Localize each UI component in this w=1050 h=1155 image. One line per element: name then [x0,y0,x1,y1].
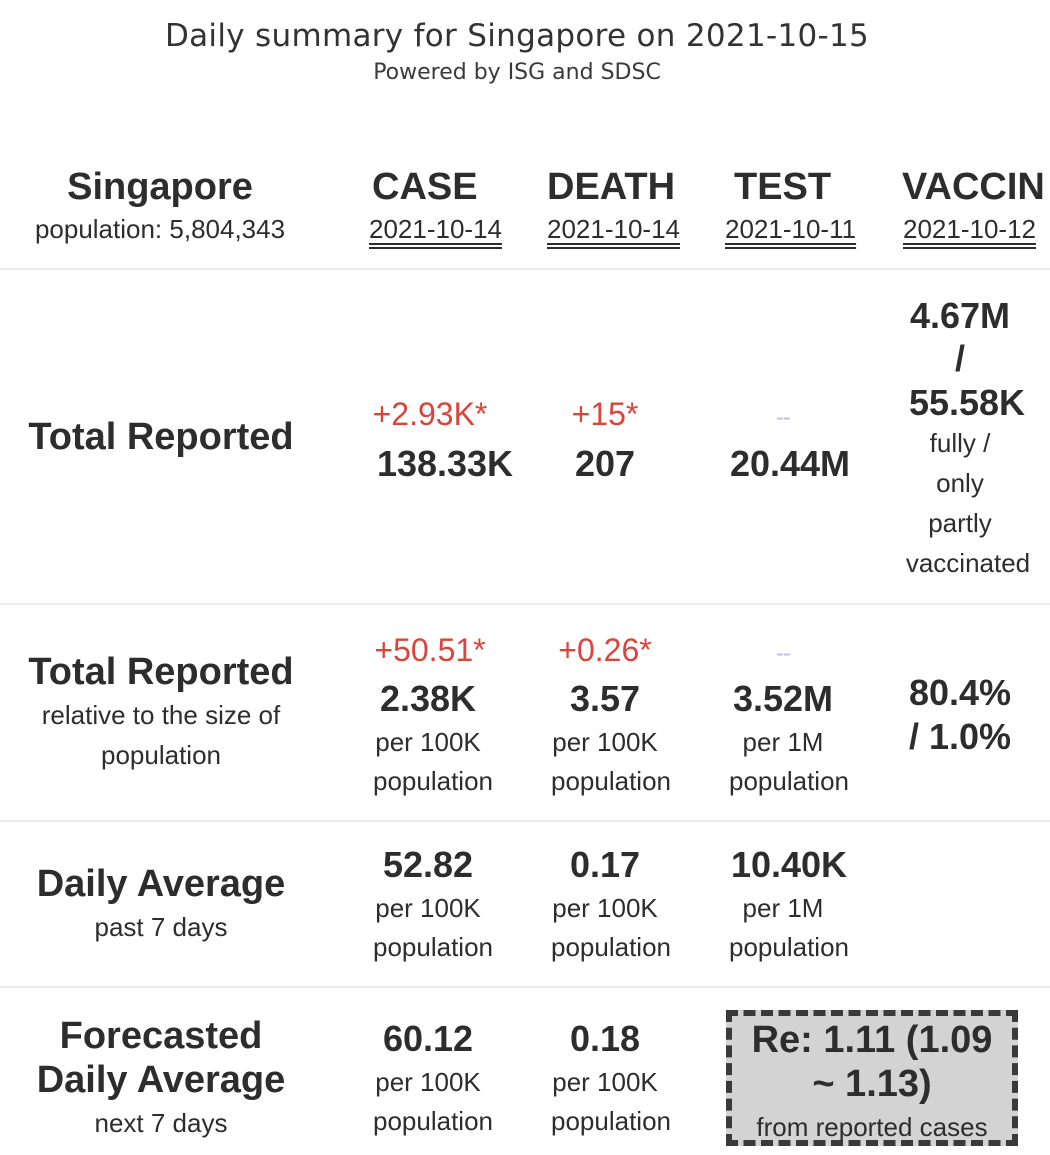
total-case-value: 138.33K [376,443,514,484]
page-subtitle: Powered by ISG and SDSC [373,60,661,85]
total-death-change: +15* [571,396,639,432]
total-case-change: +2.93K* [372,396,488,432]
forecast-death-value: 0.18 [569,1018,641,1059]
relative-death-value: 3.57 [569,678,641,719]
row-relative-sublabel: relative to the size of [41,700,281,730]
relative-death-change: +0.26* [558,632,652,668]
column-test-date[interactable]: 2021-10-11 [725,214,857,244]
daily-test-value: 10.40K [730,844,848,885]
region-population: population: 5,804,343 [34,214,286,244]
row-total-label: Total Reported [28,416,294,458]
row-forecast-label: Daily Average [36,1059,286,1101]
page-title: Daily summary for Singapore on 2021-10-1… [164,18,870,54]
forecast-case-unit: population [373,1106,493,1136]
forecast-death-unit: per 100K [552,1067,658,1097]
forecast-case-unit: per 100K [375,1067,481,1097]
total-test-change: -- [776,404,791,431]
column-test-label: TEST [734,166,832,208]
forecast-case-value: 60.12 [382,1018,474,1059]
relative-test-change: -- [776,640,791,667]
column-vaccine-label: VACCIN [902,166,1045,208]
total-vaccine-note: fully / [929,428,991,458]
row-forecast-sublabel: next 7 days [94,1108,228,1138]
daily-case-unit: per 100K [375,893,481,923]
relative-death-unit: per 100K [552,727,658,757]
relative-vaccine-fully: 80.4% [908,672,1012,713]
daily-case-value: 52.82 [382,844,474,885]
row-divider [0,986,1050,988]
relative-test-unit: per 1M [742,727,824,757]
column-vaccine-date[interactable]: 2021-10-12 [903,214,1036,244]
total-vaccine-fully: 4.67M [909,295,1011,336]
total-vaccine-separator: / [954,338,965,379]
total-vaccine-note: partly [928,508,992,538]
row-forecast-label: Forecasted [59,1015,263,1057]
relative-case-change: +50.51* [374,632,486,668]
row-divider [0,268,1050,270]
daily-death-unit: per 100K [552,893,658,923]
relative-vaccine-partly: / 1.0% [908,716,1012,757]
total-vaccine-partly: 55.58K [908,382,1026,423]
daily-case-unit: population [373,932,493,962]
daily-death-value: 0.17 [569,844,641,885]
total-vaccine-note: only [936,468,984,498]
forecast-death-unit: population [551,1106,671,1136]
total-death-value: 207 [574,443,636,484]
relative-case-value: 2.38K [379,678,477,719]
row-daily-label: Daily Average [36,863,286,905]
relative-test-unit: population [729,766,849,796]
re-source: from reported cases [756,1112,988,1142]
daily-test-unit: population [729,932,849,962]
column-death-date[interactable]: 2021-10-14 [547,214,680,244]
total-vaccine-note: vaccinated [905,548,1031,578]
column-case-date[interactable]: 2021-10-14 [369,214,502,244]
column-death-label: DEATH [547,166,676,208]
daily-test-unit: per 1M [742,893,824,923]
row-relative-sublabel: population [101,740,221,770]
column-case-label: CASE [372,166,478,208]
relative-case-unit: per 100K [375,727,481,757]
re-value: Re: 1.11 (1.09 [751,1019,993,1061]
relative-death-unit: population [551,766,671,796]
relative-test-value: 3.52M [732,678,834,719]
region-name: Singapore [67,166,253,208]
reproduction-number-box: Re: 1.11 (1.09 ~ 1.13) from reported cas… [726,1010,1018,1146]
relative-case-unit: population [373,766,493,796]
total-test-value: 20.44M [729,443,851,484]
row-relative-label: Total Reported [28,651,294,693]
row-divider [0,603,1050,605]
row-daily-sublabel: past 7 days [94,912,228,942]
daily-death-unit: population [551,932,671,962]
row-divider [0,820,1050,822]
re-interval: ~ 1.13) [812,1063,932,1105]
